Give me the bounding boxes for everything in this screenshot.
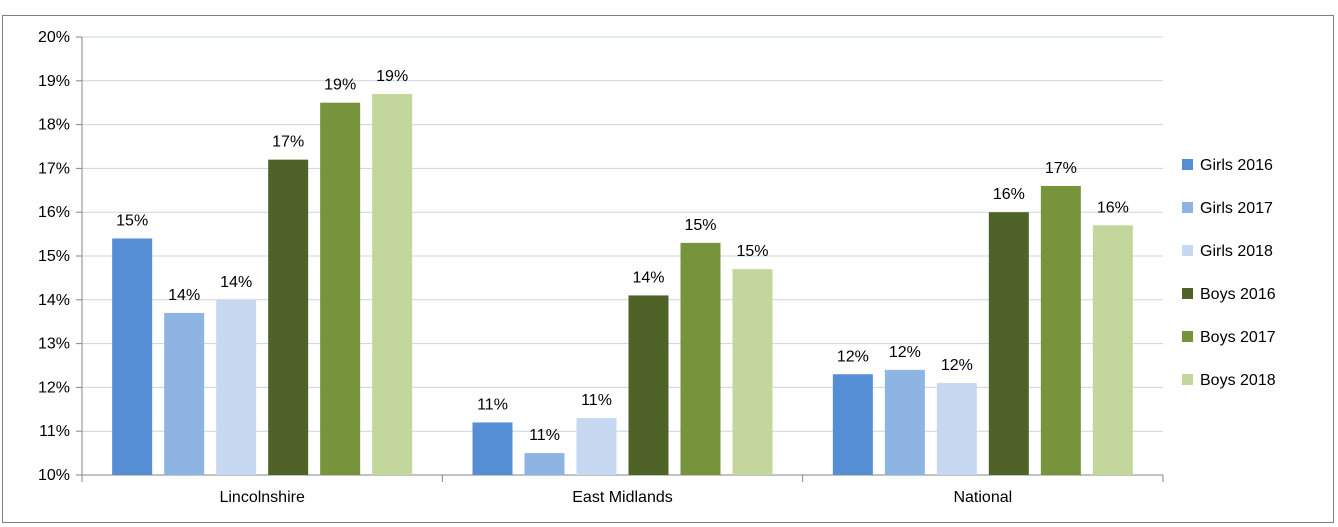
- bar: [268, 159, 309, 475]
- y-tick-label: 16%: [38, 204, 70, 221]
- legend-swatch: [1182, 288, 1193, 299]
- bar: [732, 269, 773, 475]
- data-label: 17%: [272, 134, 304, 151]
- y-tick-label: 17%: [38, 160, 70, 177]
- bar: [1092, 225, 1133, 475]
- data-label: 11%: [477, 396, 508, 413]
- y-tick-label: 20%: [38, 29, 70, 46]
- x-category-label: National: [953, 489, 1012, 506]
- y-tick-label: 18%: [38, 117, 70, 134]
- bar: [372, 93, 413, 475]
- bar: [884, 369, 925, 475]
- bar: [832, 374, 873, 475]
- bar: [1040, 185, 1081, 476]
- legend-swatch: [1182, 202, 1193, 213]
- legend-entry: Girls 2016: [1200, 157, 1273, 174]
- bar: [164, 312, 205, 475]
- data-label: 17%: [1045, 160, 1077, 177]
- data-label: 16%: [1097, 199, 1129, 216]
- legend-entry: Boys 2017: [1200, 329, 1276, 346]
- bar: [988, 212, 1029, 475]
- y-tick-label: 15%: [38, 248, 70, 265]
- legend-entry: Girls 2018: [1200, 243, 1273, 260]
- data-label: 14%: [632, 269, 664, 286]
- y-tick-label: 14%: [38, 292, 70, 309]
- bar: [112, 238, 153, 475]
- bar: [472, 422, 513, 475]
- data-label: 11%: [581, 392, 612, 409]
- data-label: 19%: [376, 68, 408, 85]
- bar: [576, 418, 617, 475]
- bar: [628, 295, 669, 475]
- data-label: 15%: [736, 243, 768, 260]
- y-tick-label: 19%: [38, 73, 70, 90]
- bar: [320, 102, 361, 475]
- bar: [680, 242, 721, 475]
- data-label: 19%: [324, 77, 356, 94]
- data-label: 12%: [889, 344, 921, 361]
- y-tick-label: 13%: [38, 336, 70, 353]
- data-label: 14%: [220, 274, 252, 291]
- legend-entry: Boys 2018: [1200, 372, 1276, 389]
- data-label: 12%: [837, 348, 869, 365]
- data-label: 16%: [993, 186, 1025, 203]
- data-label: 15%: [684, 217, 716, 234]
- y-tick-label: 11%: [39, 423, 70, 440]
- legend-swatch: [1182, 159, 1193, 170]
- chart-border: [2, 15, 1334, 523]
- legend-swatch: [1182, 331, 1193, 342]
- x-category-label: Lincolnshire: [219, 489, 304, 506]
- x-category-label: East Midlands: [572, 489, 673, 506]
- data-label: 11%: [529, 427, 560, 444]
- bar: [524, 453, 565, 475]
- bar: [216, 299, 257, 475]
- legend-swatch: [1182, 374, 1193, 385]
- data-label: 12%: [941, 357, 973, 374]
- legend-entry: Girls 2017: [1200, 200, 1273, 217]
- data-label: 15%: [116, 212, 148, 229]
- data-label: 14%: [168, 287, 200, 304]
- legend-swatch: [1182, 245, 1193, 256]
- y-tick-label: 10%: [38, 467, 70, 484]
- y-tick-label: 12%: [38, 379, 70, 396]
- legend-entry: Boys 2016: [1200, 286, 1276, 303]
- bar: [936, 383, 977, 475]
